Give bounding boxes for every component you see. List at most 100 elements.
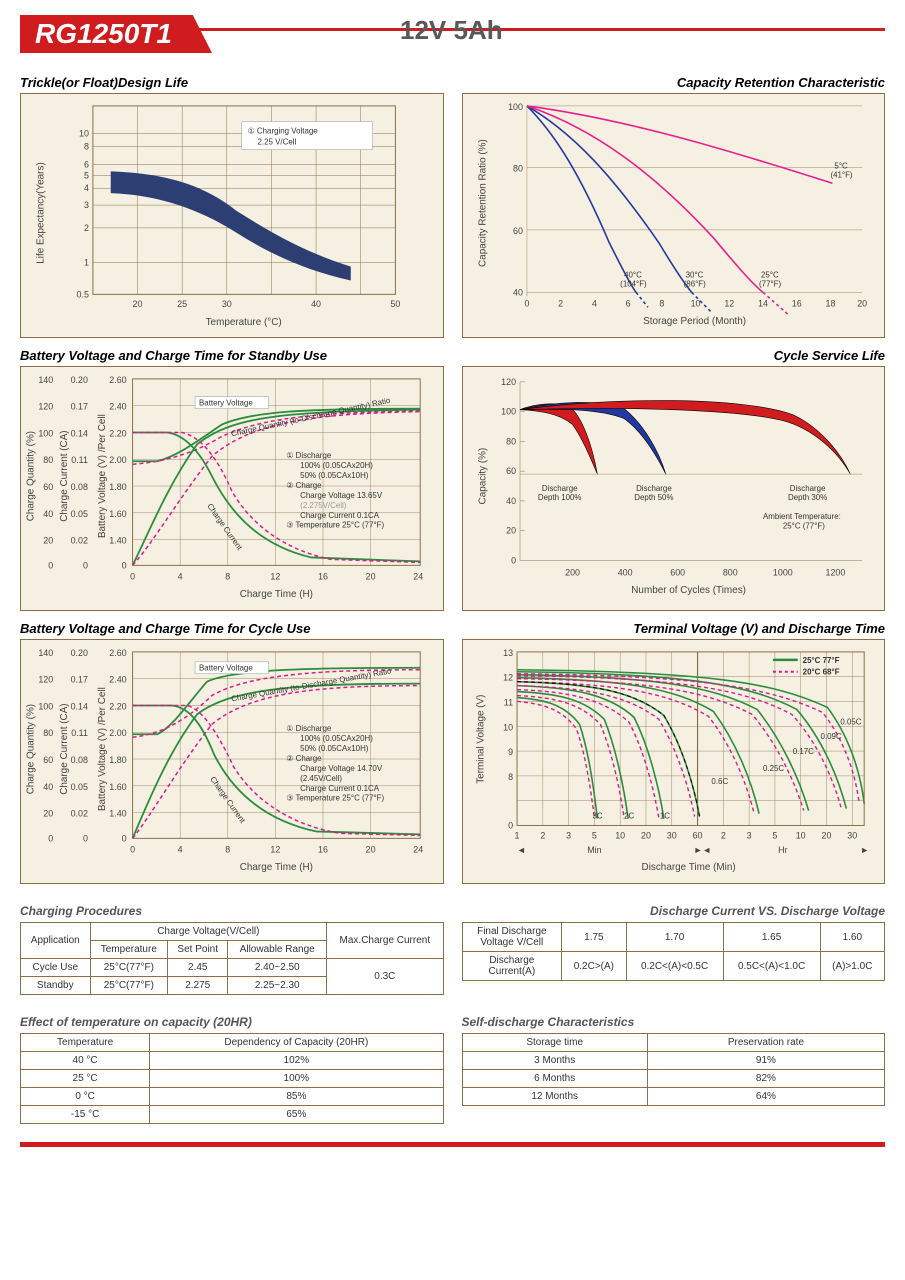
svg-text:0.08: 0.08 [71,482,88,492]
svg-text:2.60: 2.60 [109,648,126,658]
svg-text:4: 4 [178,844,183,854]
svg-text:Discharge: Discharge [541,484,577,493]
svg-text:12: 12 [503,673,513,683]
svg-text:20: 20 [366,571,376,581]
svg-text:30: 30 [847,830,857,840]
svg-text:3: 3 [84,200,89,210]
svg-text:30: 30 [666,830,676,840]
svg-text:0.17: 0.17 [71,675,88,685]
svg-text:Charge Current (CA): Charge Current (CA) [59,703,70,794]
svg-text:30°C: 30°C [685,270,703,279]
svg-text:Discharge: Discharge [789,484,825,493]
svg-text:2: 2 [84,223,89,233]
svg-text:80: 80 [43,455,53,465]
chart6-title: Terminal Voltage (V) and Discharge Time [462,621,886,636]
svg-text:40: 40 [43,509,53,519]
svg-text:0.02: 0.02 [71,536,88,546]
chart2-container: Capacity Retention Characteristic [462,75,886,338]
table-row: -15 °C65% [21,1106,444,1124]
svg-text:9: 9 [508,747,513,757]
svg-text:8: 8 [84,142,89,152]
svg-text:Charge Quantity (%): Charge Quantity (%) [25,431,36,521]
table-row: 12 Months64% [462,1088,885,1106]
svg-text:Charge Current 0.1CA: Charge Current 0.1CA [300,784,380,793]
svg-text:8: 8 [508,772,513,782]
svg-text:20: 20 [506,526,516,536]
svg-text:1.80: 1.80 [109,755,126,765]
table1-title: Charging Procedures [20,904,444,918]
svg-text:4: 4 [84,183,89,193]
svg-text:① Discharge: ① Discharge [286,451,332,460]
chart1-box: ① Charging Voltage 2.25 V/Cell 0.512 345… [20,93,444,338]
svg-text:2.40: 2.40 [109,402,126,412]
svg-text:100% (0.05CAx20H): 100% (0.05CAx20H) [300,461,373,470]
svg-text:0: 0 [48,560,53,570]
svg-text:Capacity (%): Capacity (%) [477,448,488,505]
svg-text:1C: 1C [659,812,669,821]
self-discharge-table: Storage timePreservation rate 3 Months91… [462,1033,886,1106]
svg-text:40: 40 [506,496,516,506]
svg-text:10: 10 [615,830,625,840]
svg-text:2.20: 2.20 [109,701,126,711]
svg-text:►◄: ►◄ [693,845,711,855]
chart6-container: Terminal Voltage (V) and Discharge Time [462,621,886,884]
svg-text:2.40: 2.40 [109,675,126,685]
svg-text:Discharge: Discharge [636,484,672,493]
svg-text:60: 60 [43,482,53,492]
svg-text:24: 24 [413,844,423,854]
svg-text:Hr: Hr [778,845,787,855]
svg-text:20: 20 [857,298,867,308]
svg-text:0.11: 0.11 [71,455,88,465]
svg-text:120: 120 [38,675,53,685]
svg-text:(104°F): (104°F) [620,279,647,288]
svg-text:16: 16 [318,571,328,581]
svg-text:80: 80 [513,163,523,173]
svg-text:(41°F): (41°F) [830,170,852,179]
svg-text:4: 4 [178,571,183,581]
svg-text:25: 25 [177,299,187,309]
table-row: 3 Months91% [462,1052,885,1070]
svg-text:140: 140 [38,375,53,385]
svg-text:600: 600 [670,567,685,577]
svg-text:0.25C: 0.25C [763,764,784,773]
svg-text:2.20: 2.20 [109,428,126,438]
svg-text:100: 100 [38,701,53,711]
svg-text:③ Temperature 25°C (77°F): ③ Temperature 25°C (77°F) [286,521,384,530]
svg-text:20: 20 [43,809,53,819]
svg-text:(86°F): (86°F) [683,279,705,288]
svg-text:0: 0 [524,298,529,308]
table-row: Discharge Current(A) 0.2C>(A) 0.2C<(A)<0… [462,952,885,981]
th-range: Allowable Range [228,941,327,959]
svg-text:② Charge: ② Charge [286,754,322,763]
table4-container: Self-discharge Characteristics Storage t… [462,1005,886,1124]
svg-text:2C: 2C [624,812,634,821]
model-banner: RG1250T1 [20,15,212,53]
svg-text:1.60: 1.60 [109,509,126,519]
svg-text:(2.275V/Cell): (2.275V/Cell) [300,501,347,510]
svg-text:2: 2 [540,830,545,840]
svg-text:6: 6 [84,159,89,169]
svg-text:8: 8 [659,298,664,308]
svg-text:1000: 1000 [772,567,792,577]
svg-text:0.09C: 0.09C [820,732,841,741]
table-row: 40 °C102% [21,1052,444,1070]
svg-text:2.25 V/Cell: 2.25 V/Cell [258,138,297,147]
svg-text:25°C: 25°C [761,270,779,279]
svg-text:40: 40 [513,287,523,297]
svg-text:16: 16 [318,844,328,854]
svg-text:50% (0.05CAx10H): 50% (0.05CAx10H) [300,744,369,753]
chart1-title: Trickle(or Float)Design Life [20,75,444,90]
chart5-title: Battery Voltage and Charge Time for Cycl… [20,621,444,636]
svg-text:3: 3 [746,830,751,840]
svg-text:1: 1 [84,258,89,268]
svg-text:10: 10 [503,722,513,732]
svg-text:0: 0 [511,555,516,565]
svg-text:Charge Time (H): Charge Time (H) [240,589,313,600]
chart1-container: Trickle(or Float)Design Life [20,75,444,338]
svg-text:50% (0.05CAx10H): 50% (0.05CAx10H) [300,471,369,480]
svg-text:Charge Voltage 13.65V: Charge Voltage 13.65V [300,491,383,500]
svg-text:13: 13 [503,648,513,658]
discharge-voltage-table: Final Discharge Voltage V/Cell 1.75 1.70… [462,922,886,981]
svg-text:1.80: 1.80 [109,482,126,492]
svg-text:Number of Cycles (Times): Number of Cycles (Times) [631,585,746,596]
